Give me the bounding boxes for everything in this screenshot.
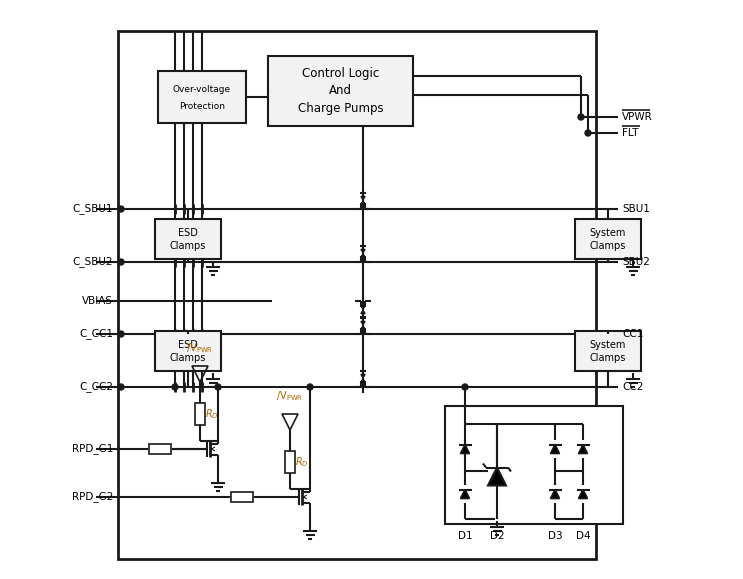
Circle shape [307, 384, 313, 390]
Text: $R_D$: $R_D$ [205, 407, 219, 421]
Circle shape [118, 259, 124, 265]
Text: C_SBU2: C_SBU2 [73, 256, 113, 267]
Text: $R_D$: $R_D$ [295, 455, 309, 469]
Bar [118, 31, 596, 559]
Circle shape [462, 384, 468, 390]
Text: VBIAS: VBIAS [82, 296, 113, 306]
Polygon shape [461, 489, 470, 499]
Bar [575, 331, 641, 371]
Text: Charge Pumps: Charge Pumps [298, 102, 383, 115]
Bar [285, 451, 295, 473]
Bar [149, 444, 171, 454]
Text: D2: D2 [490, 531, 504, 541]
Circle shape [118, 384, 124, 390]
Bar [268, 56, 413, 126]
Bar [575, 219, 641, 259]
Polygon shape [579, 489, 588, 499]
Text: System: System [590, 340, 626, 350]
Text: ESD: ESD [178, 228, 198, 238]
Text: D4: D4 [576, 531, 590, 541]
Text: Clamps: Clamps [590, 353, 626, 363]
Text: CC2: CC2 [622, 382, 643, 392]
Text: $\mathregular{/V_{PWR}}$: $\mathregular{/V_{PWR}}$ [276, 389, 304, 403]
Text: C_SBU1: C_SBU1 [73, 204, 113, 214]
Text: Clamps: Clamps [170, 353, 207, 363]
Text: And: And [329, 85, 352, 97]
Text: D3: D3 [548, 531, 562, 541]
Bar [195, 403, 205, 425]
Polygon shape [579, 445, 588, 453]
Text: Clamps: Clamps [590, 241, 626, 251]
Text: Protection: Protection [179, 102, 225, 111]
Circle shape [118, 206, 124, 212]
Text: C_CC2: C_CC2 [79, 382, 113, 393]
Text: CC1: CC1 [622, 329, 643, 339]
Text: Clamps: Clamps [170, 241, 207, 251]
Polygon shape [551, 489, 559, 499]
Text: D1: D1 [458, 531, 473, 541]
Text: RPD_G1: RPD_G1 [71, 444, 113, 455]
Bar [155, 219, 221, 259]
Text: Control Logic: Control Logic [302, 67, 379, 80]
Text: VPWR: VPWR [622, 112, 653, 122]
Text: System: System [590, 228, 626, 238]
Circle shape [585, 130, 591, 136]
Text: $\mathregular{/V_{PWR}}$: $\mathregular{/V_{PWR}}$ [186, 341, 214, 355]
Text: SBU2: SBU2 [622, 257, 650, 267]
Text: SBU1: SBU1 [622, 204, 650, 214]
Bar [445, 406, 623, 524]
Bar [155, 331, 221, 371]
Circle shape [578, 114, 584, 120]
Text: C_CC1: C_CC1 [79, 328, 113, 339]
Bar [158, 71, 246, 123]
Text: ESD: ESD [178, 340, 198, 350]
Circle shape [118, 331, 124, 337]
Polygon shape [461, 445, 470, 453]
Text: RPD_G2: RPD_G2 [71, 492, 113, 503]
Polygon shape [488, 467, 506, 486]
Text: Over-voltage: Over-voltage [173, 85, 231, 94]
Circle shape [172, 384, 178, 390]
Bar [231, 492, 253, 502]
Text: FLT: FLT [622, 128, 638, 138]
Polygon shape [551, 445, 559, 453]
Circle shape [215, 384, 221, 390]
